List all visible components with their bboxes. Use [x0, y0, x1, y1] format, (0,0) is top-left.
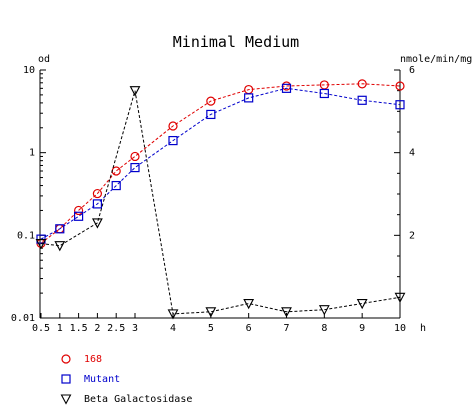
x-tick-label: 6 [246, 323, 252, 334]
y-axis-right-label: nmole/min/mg [400, 54, 472, 65]
legend-item: 168 [61, 354, 102, 365]
data-point [206, 96, 216, 106]
legend-item: Beta Galactosidase [60, 394, 192, 405]
y-right-tick-label: 4 [409, 148, 415, 159]
series-line [40, 87, 401, 240]
data-point [129, 86, 141, 97]
data-point [395, 100, 405, 110]
x-tick-label: 1 [57, 323, 63, 334]
data-point [318, 305, 330, 316]
data-point [281, 307, 292, 318]
y-axis-left-label: od [38, 54, 50, 65]
x-tick-label: 4 [170, 323, 176, 334]
data-point [168, 135, 178, 146]
data-point [111, 180, 121, 191]
chart-title: Minimal Medium [173, 33, 299, 51]
x-tick-label: 5 [208, 323, 214, 334]
data-point [244, 93, 254, 103]
data-point [168, 121, 178, 131]
data-point [395, 81, 405, 91]
y-left-tick-label: 1 [29, 148, 35, 159]
series-layer [35, 79, 406, 320]
data-point [319, 88, 329, 99]
series-2 [35, 86, 406, 320]
x-tick-label: 8 [321, 323, 327, 334]
y-left-tick-label: 0.1 [17, 230, 35, 241]
data-point [54, 241, 66, 252]
y-left-tick-label: 10 [23, 65, 35, 76]
legend-marker [60, 394, 72, 405]
x-tick-label: 10 [394, 323, 406, 334]
data-point [281, 83, 292, 93]
x-tick-label: 0.5 [32, 323, 50, 334]
series-0 [36, 79, 405, 248]
data-point [130, 162, 140, 173]
x-tick-label: 1.5 [70, 323, 88, 334]
data-point [73, 211, 84, 221]
data-point [356, 298, 368, 310]
data-point [394, 292, 406, 304]
y-left-tick-label: 0.01 [11, 313, 35, 324]
data-point [92, 188, 103, 199]
series-line [40, 83, 401, 244]
ticks-group: 0.01 0.1 1 10 2 4 6 0.5 1 1.5 2 2.5 3 4 5 6 7 8 9 10 [11, 65, 415, 334]
legend-marker [61, 354, 71, 364]
data-point [73, 205, 84, 216]
legend-item: Mutant [61, 374, 120, 385]
series-1 [36, 83, 405, 244]
x-tick-label: 2.5 [107, 323, 125, 334]
x-axis-label: h [420, 323, 426, 334]
data-point [357, 95, 367, 105]
data-point [243, 298, 255, 310]
data-point [357, 79, 367, 89]
data-point [55, 224, 65, 234]
legend-marker [61, 374, 71, 384]
legend-label: Beta Galactosidase [84, 394, 192, 405]
data-point [130, 151, 140, 162]
data-point [206, 109, 216, 120]
data-point [205, 307, 217, 318]
data-point [111, 166, 121, 176]
x-tick-label: 9 [359, 323, 365, 334]
legend: 168 Mutant Beta Galactosidase [60, 354, 192, 405]
data-point [92, 199, 103, 209]
y-right-tick-label: 6 [409, 65, 415, 76]
data-point [35, 239, 47, 250]
legend-label: 168 [84, 354, 102, 365]
x-tick-label: 3 [132, 323, 138, 334]
x-tick-label: 7 [283, 323, 289, 334]
y-right-tick-label: 2 [409, 230, 415, 241]
x-tick-label: 2 [94, 323, 100, 334]
series-line [40, 90, 401, 315]
legend-label: Mutant [84, 374, 120, 385]
data-point [167, 309, 179, 320]
data-point [91, 218, 103, 229]
